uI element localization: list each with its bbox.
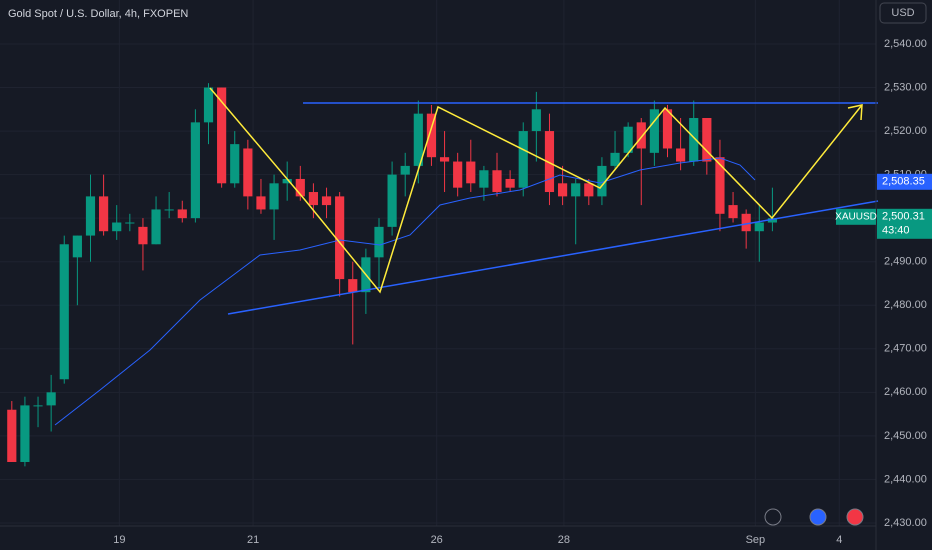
chart-title: Gold Spot / U.S. Dollar, 4h, FXOPEN <box>8 8 188 20</box>
candle-body <box>217 87 227 184</box>
candle-body <box>99 196 109 232</box>
candle-body <box>230 144 240 184</box>
candle-body <box>453 161 463 188</box>
candle-body <box>20 405 30 462</box>
countdown: 43:40 <box>882 225 910 237</box>
y-tick-label: 2,490.00 <box>884 256 927 268</box>
candle-body <box>689 118 699 162</box>
candle-body <box>243 148 253 197</box>
candle-body <box>348 279 358 293</box>
candle-body <box>531 109 541 132</box>
candle-body <box>754 222 764 232</box>
x-tick-label: 28 <box>558 534 570 546</box>
ma-price-box <box>877 173 932 190</box>
x-tick-label: 26 <box>431 534 443 546</box>
currency-button[interactable] <box>879 2 927 24</box>
candle-body <box>72 235 82 258</box>
candle-body <box>308 192 319 206</box>
x-tick-label: Sep <box>746 534 766 546</box>
y-tick-label: 2,440.00 <box>884 473 927 485</box>
candle-body <box>125 222 135 224</box>
candle-body <box>649 109 659 153</box>
candle-body <box>662 109 673 149</box>
candle-body <box>138 226 148 245</box>
y-tick-label: 2,530.00 <box>884 81 927 93</box>
y-tick-label: 2,520.00 <box>884 125 927 137</box>
candle-body <box>518 131 528 188</box>
candle-body <box>715 157 725 214</box>
y-tick-label: 2,450.00 <box>884 430 927 442</box>
candle-body <box>728 205 738 219</box>
candle-body <box>492 170 502 193</box>
candle-body <box>335 196 345 280</box>
candle-body <box>256 196 266 210</box>
candle-body <box>557 183 568 197</box>
ma-price-label: 2,508.35 <box>882 176 925 188</box>
x-tick-label: 19 <box>113 534 125 546</box>
zigzag-pattern <box>209 87 863 294</box>
grid <box>0 0 876 526</box>
event-icon[interactable] <box>764 508 782 526</box>
y-tick-label: 2,430.00 <box>884 517 927 529</box>
candle-body <box>177 209 187 219</box>
candle-body <box>387 174 397 227</box>
y-tick-label: 2,540.00 <box>884 38 927 50</box>
candle-body <box>7 409 17 462</box>
event-icon[interactable] <box>846 508 864 526</box>
arrow-head <box>847 104 863 121</box>
symbol-box <box>836 208 876 225</box>
y-tick-label: 2,480.00 <box>884 299 927 311</box>
candle-body <box>741 213 751 232</box>
trend-line <box>227 200 879 315</box>
candle-body <box>164 209 174 211</box>
candle-body <box>636 122 646 149</box>
candle-body <box>282 178 292 184</box>
symbol-label: XAUUSD <box>835 211 877 222</box>
candle-body <box>767 218 777 223</box>
candle-body <box>479 170 489 188</box>
candle-body <box>400 165 410 175</box>
candle-body <box>59 244 69 380</box>
candle-body <box>46 392 56 406</box>
candle-body <box>269 183 279 210</box>
candle-body <box>702 118 712 162</box>
candle-body <box>426 113 437 158</box>
candle-body <box>584 183 594 197</box>
candle-body <box>321 196 332 206</box>
candle-body <box>597 165 607 197</box>
candle-body <box>203 87 214 123</box>
candle-body <box>413 113 423 166</box>
y-tick-label: 2,460.00 <box>884 386 927 398</box>
price-labels: 2,430.00 2,440.00 2,450.00 2,460.00 2,470.00… <box>113 38 932 546</box>
candle-body <box>33 405 43 407</box>
candle-body <box>112 222 122 232</box>
candle-body <box>295 178 305 197</box>
candle-body <box>610 152 620 166</box>
candle-body <box>151 209 161 245</box>
moving-average <box>54 157 756 426</box>
candle-body <box>676 148 686 162</box>
x-tick-label: 4 <box>836 534 842 546</box>
candle-body <box>571 183 581 197</box>
candle-body <box>439 157 450 162</box>
candle-body <box>190 122 200 219</box>
candle-body <box>374 226 384 258</box>
x-tick-label: 21 <box>247 534 259 546</box>
event-icon[interactable] <box>809 508 827 526</box>
price-box <box>877 208 932 239</box>
candle-body <box>466 161 476 184</box>
candle-body <box>544 131 555 193</box>
y-tick-label: 2,470.00 <box>884 343 927 355</box>
price-label: 2,500.31 <box>882 211 925 223</box>
currency-label[interactable]: USD <box>891 7 914 19</box>
candle-body <box>505 178 515 188</box>
candle-body <box>85 196 96 236</box>
candle-body <box>623 126 633 153</box>
